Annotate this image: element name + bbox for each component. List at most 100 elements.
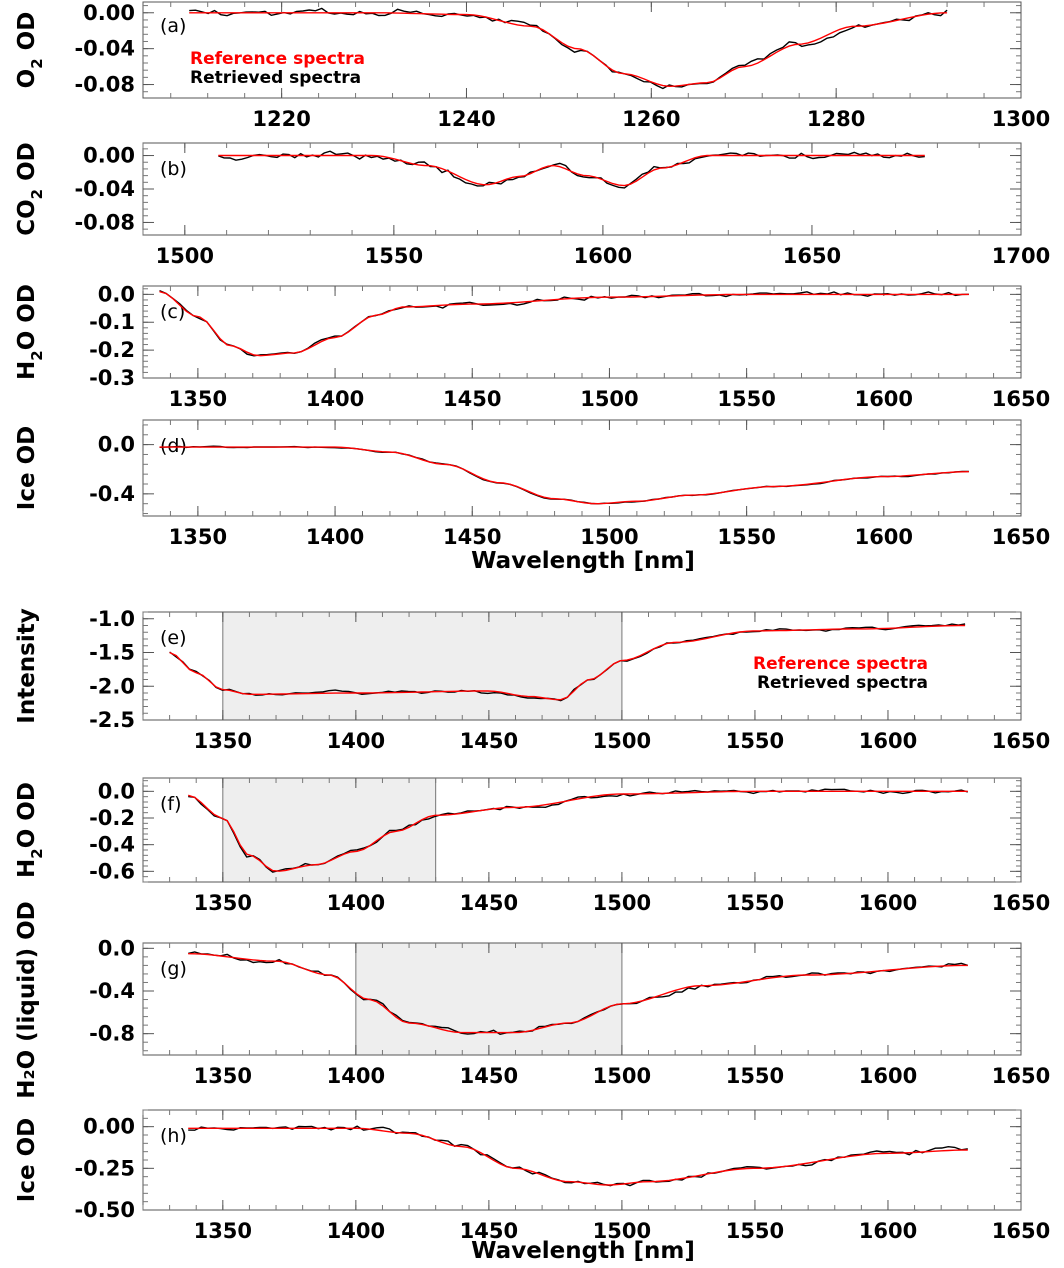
y-axis-label: Ice OD	[14, 426, 40, 510]
x-tick-label: 1260	[622, 107, 680, 131]
x-tick-label: 1350	[194, 891, 252, 915]
x-tick-label: 1400	[327, 891, 385, 915]
y-tick-label: -0.2	[89, 806, 135, 830]
x-axis-label-top: Wavelength [nm]	[471, 548, 695, 574]
x-tick-label: 1550	[365, 244, 423, 268]
reference-spectrum-line	[188, 953, 968, 1034]
x-tick-label: 1500	[580, 387, 638, 411]
retrieved-spectrum-line	[218, 150, 925, 189]
x-tick-label: 1400	[327, 729, 385, 753]
x-tick-label: 1300	[992, 107, 1050, 131]
x-tick-label: 1500	[593, 729, 651, 753]
x-tick-label: 1600	[859, 891, 917, 915]
x-tick-label: 1550	[726, 1064, 784, 1088]
y-tick-label: -0.4	[89, 979, 135, 1003]
panel-label: (c)	[160, 301, 185, 323]
legend-reference: Reference spectra	[753, 654, 928, 674]
x-tick-label: 1500	[593, 1064, 651, 1088]
y-tick-label: -1.5	[89, 641, 135, 665]
panel-c: 0.0 -0.1 -0.2 -0.3 1350 1400 1450 1500 1550 1600 1…	[14, 282, 1050, 411]
y-axis-label: Intensity	[14, 608, 40, 723]
x-tick-label: 1600	[855, 525, 913, 549]
reference-spectrum-line	[159, 446, 969, 505]
panel-a: 0.00 -0.04 -0.08 1220 1240 1260 1280 1300 O2 OD (…	[14, 1, 1050, 131]
x-tick-label: 1600	[859, 729, 917, 753]
y-axis-label: O2 OD	[14, 12, 46, 89]
panel-f: 0.0 -0.2 -0.4-0.6 1350 1400 1450 1500 1550 1600 1…	[14, 777, 1050, 915]
x-tick-label: 1500	[593, 891, 651, 915]
panel-label: (f)	[160, 793, 182, 815]
x-tick-label: 1400	[327, 1064, 385, 1088]
y-tick-label: -0.1	[89, 310, 135, 334]
x-tick-label: 1450	[443, 525, 501, 549]
x-tick-label: 1650	[992, 387, 1050, 411]
panel-d: 0.0 -0.4 1350 1400 1450 1500 1550 1600 1650 Ice O…	[14, 419, 1050, 549]
x-tick-label: 1500	[593, 1219, 651, 1243]
x-tick-label: 1220	[252, 107, 310, 131]
panel-g: 0.0 -0.4 -0.8 1350 1400 1450 1500 1550 1600 1650 (…	[89, 936, 1050, 1088]
panel-e: -1.0 -1.5 -2.0 -2.5 1350 1400 1450 1500 1550 1600…	[14, 607, 1050, 753]
y-tick-label: 0.00	[83, 144, 135, 168]
x-tick-label: 1650	[992, 1064, 1050, 1088]
reference-spectrum-line	[188, 1127, 968, 1186]
y-axis-label: H2O OD	[14, 284, 46, 380]
x-tick-label: 1240	[437, 107, 495, 131]
y-tick-label: -0.4	[89, 833, 135, 857]
y-tick-label: 0.0	[98, 936, 135, 960]
panel-label: (a)	[160, 15, 186, 37]
y-tick-label: -0.50	[74, 1198, 135, 1222]
y-tick-label: -0.08	[74, 73, 135, 97]
x-tick-label: 1550	[726, 891, 784, 915]
x-tick-label: 1700	[992, 244, 1050, 268]
x-tick-label: 1400	[306, 387, 364, 411]
x-tick-label: 1650	[992, 729, 1050, 753]
x-tick-label: 1400	[327, 1219, 385, 1243]
shaded-region	[222, 611, 623, 721]
x-tick-label: 1550	[726, 729, 784, 753]
x-axis-label-bottom: Wavelength [nm]	[471, 1238, 695, 1264]
y-tick-label: -2.0	[89, 674, 135, 698]
x-tick-label: 1450	[460, 1219, 518, 1243]
reference-spectrum-line	[189, 12, 948, 88]
panel-label: (g)	[160, 958, 187, 980]
legend-retrieved: Retrieved spectra	[757, 673, 928, 693]
y-tick-label: -0.08	[74, 210, 135, 234]
x-tick-label: 1450	[443, 387, 501, 411]
y-tick-label: -0.6	[89, 859, 135, 883]
y-tick-label: -2.5	[89, 708, 135, 732]
y-tick-label: -0.8	[89, 1022, 135, 1046]
x-tick-label: 1600	[574, 244, 632, 268]
y-tick-label: -1.0	[89, 607, 135, 631]
y-axis-label: CO2 OD	[14, 142, 46, 236]
y-tick-label: -0.3	[89, 366, 135, 390]
y-axis-label: Ice OD	[14, 1118, 40, 1202]
x-tick-label: 1400	[306, 525, 364, 549]
x-tick-label: 1350	[194, 729, 252, 753]
x-tick-label: 1280	[807, 107, 865, 131]
x-tick-label: 1550	[717, 525, 775, 549]
y-tick-label: -0.25	[74, 1156, 135, 1180]
panel-label: (e)	[160, 627, 187, 649]
plot-frame	[142, 1, 1022, 99]
x-tick-label: 1350	[194, 1219, 252, 1243]
x-tick-label: 1450	[460, 1064, 518, 1088]
y-tick-label: -0.4	[89, 482, 135, 506]
x-tick-label: 1650	[992, 891, 1050, 915]
retrieved-spectrum-line	[159, 445, 969, 505]
panel-label: (h)	[160, 1125, 187, 1147]
y-axis-label: H2O OD	[14, 782, 46, 878]
x-tick-label: 1600	[855, 387, 913, 411]
x-tick-label: 1550	[726, 1219, 784, 1243]
x-tick-label: 1600	[859, 1219, 917, 1243]
x-tick-label: 1500	[580, 525, 638, 549]
retrieved-spectrum-line	[159, 289, 969, 357]
plot-frame	[142, 777, 1022, 883]
y-tick-label: 0.0	[98, 282, 135, 306]
x-tick-label: 1450	[460, 729, 518, 753]
y-tick-label: -0.04	[74, 37, 135, 61]
plot-frame	[142, 942, 1022, 1056]
reference-spectrum-line	[169, 624, 966, 701]
y-tick-label: 0.00	[83, 1115, 135, 1139]
y-tick-label: 0.0	[98, 433, 135, 457]
